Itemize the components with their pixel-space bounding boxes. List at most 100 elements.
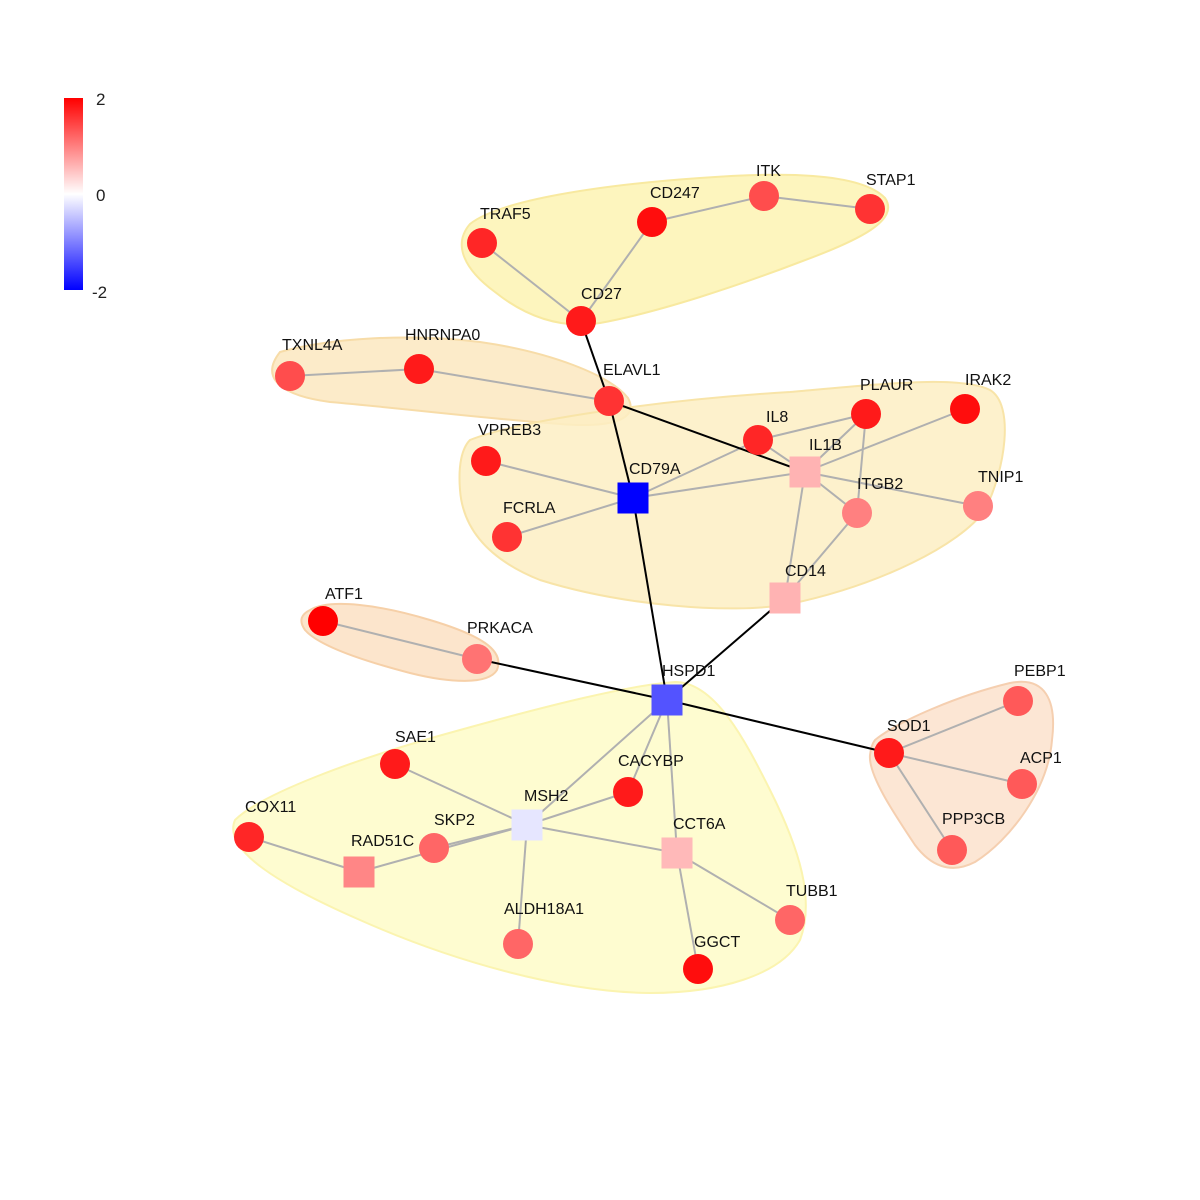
edge-il1b-cd14 (784, 471, 806, 599)
node-label: STAP1 (866, 172, 916, 189)
node-prkaca[interactable]: PRKACA (462, 620, 533, 674)
node-circle[interactable] (308, 606, 338, 636)
node-cd247[interactable]: CD247 (637, 185, 700, 237)
node-hspd1[interactable]: HSPD1 (651, 663, 716, 716)
node-cox11[interactable]: COX11 (234, 799, 296, 852)
node-circle[interactable] (855, 194, 885, 224)
node-cct6a[interactable]: CCT6A (661, 816, 726, 869)
node-circle[interactable] (683, 954, 713, 984)
node-square[interactable] (789, 456, 821, 488)
node-circle[interactable] (874, 738, 904, 768)
node-acp1[interactable]: ACP1 (1007, 750, 1062, 799)
node-atf1[interactable]: ATF1 (308, 586, 363, 636)
node-msh2[interactable]: MSH2 (511, 788, 569, 841)
edge-hspd1-msh2 (526, 699, 668, 826)
edge-hnrnpa0-elavl1 (418, 368, 610, 402)
node-square[interactable] (343, 856, 375, 888)
node-label: IRAK2 (965, 372, 1011, 389)
node-square[interactable] (511, 809, 543, 841)
node-square[interactable] (651, 684, 683, 716)
node-circle[interactable] (749, 181, 779, 211)
node-square[interactable] (769, 582, 801, 614)
node-tnip1[interactable]: TNIP1 (963, 469, 1023, 521)
node-circle[interactable] (1007, 769, 1037, 799)
node-square[interactable] (617, 482, 649, 514)
node-label: SAE1 (395, 729, 436, 746)
node-label: ITGB2 (857, 476, 903, 493)
node-label: ALDH18A1 (504, 901, 584, 918)
edge-itk-stap1 (763, 195, 871, 210)
node-label: TUBB1 (786, 883, 838, 900)
legend-mid-label: 0 (96, 186, 106, 205)
node-label: SOD1 (887, 718, 931, 735)
node-label: CD14 (785, 563, 826, 580)
node-circle[interactable] (613, 777, 643, 807)
node-label: HSPD1 (662, 663, 715, 680)
node-il1b[interactable]: IL1B (789, 437, 842, 488)
node-txnl4a[interactable]: TXNL4A (275, 337, 343, 391)
node-circle[interactable] (950, 394, 980, 424)
node-circle[interactable] (471, 446, 501, 476)
node-circle[interactable] (462, 644, 492, 674)
node-vpreb3[interactable]: VPREB3 (471, 422, 541, 476)
node-circle[interactable] (594, 386, 624, 416)
node-cd14[interactable]: CD14 (769, 563, 827, 614)
node-plaur[interactable]: PLAUR (851, 377, 913, 429)
node-label: ELAVL1 (603, 362, 661, 379)
node-sod1[interactable]: SOD1 (874, 718, 931, 768)
node-circle[interactable] (404, 354, 434, 384)
edge-plaur-itgb2 (856, 413, 867, 514)
node-label: VPREB3 (478, 422, 541, 439)
node-ppp3cb[interactable]: PPP3CB (937, 811, 1005, 865)
node-circle[interactable] (419, 833, 449, 863)
node-ggct[interactable]: GGCT (683, 934, 740, 984)
node-elavl1[interactable]: ELAVL1 (594, 362, 661, 416)
node-circle[interactable] (380, 749, 410, 779)
node-cd27[interactable]: CD27 (566, 286, 622, 336)
node-itgb2[interactable]: ITGB2 (842, 476, 903, 528)
node-circle[interactable] (842, 498, 872, 528)
node-label: PRKACA (467, 620, 533, 637)
node-label: MSH2 (524, 788, 569, 805)
node-sae1[interactable]: SAE1 (380, 729, 436, 779)
edge-atf1-prkaca (322, 620, 478, 660)
node-circle[interactable] (503, 929, 533, 959)
node-label: ATF1 (325, 586, 363, 603)
node-circle[interactable] (963, 491, 993, 521)
node-skp2[interactable]: SKP2 (419, 812, 475, 863)
node-traf5[interactable]: TRAF5 (467, 206, 531, 258)
node-circle[interactable] (851, 399, 881, 429)
node-il8[interactable]: IL8 (743, 409, 788, 455)
edge-cd27-cd247 (580, 221, 653, 322)
node-circle[interactable] (637, 207, 667, 237)
node-circle[interactable] (937, 835, 967, 865)
node-aldh18a1[interactable]: ALDH18A1 (503, 901, 584, 959)
node-tubb1[interactable]: TUBB1 (775, 883, 838, 935)
node-label: TXNL4A (282, 337, 343, 354)
node-circle[interactable] (234, 822, 264, 852)
node-circle[interactable] (775, 905, 805, 935)
edge-hspd1-cct6a (666, 699, 678, 854)
node-label: TRAF5 (480, 206, 531, 223)
node-pebp1[interactable]: PEBP1 (1003, 663, 1066, 716)
node-square[interactable] (661, 837, 693, 869)
node-cacybp[interactable]: CACYBP (613, 753, 684, 807)
node-circle[interactable] (566, 306, 596, 336)
node-circle[interactable] (275, 361, 305, 391)
node-cd79a[interactable]: CD79A (617, 461, 681, 514)
node-itk[interactable]: ITK (749, 163, 781, 211)
node-label: COX11 (245, 799, 296, 816)
node-circle[interactable] (467, 228, 497, 258)
node-circle[interactable] (1003, 686, 1033, 716)
module-hull (868, 680, 1055, 869)
edge-hspd1-sod1 (666, 699, 890, 754)
node-fcrla[interactable]: FCRLA (492, 500, 556, 552)
node-circle[interactable] (492, 522, 522, 552)
module-hull (458, 380, 1006, 610)
node-rad51c[interactable]: RAD51C (343, 833, 415, 888)
node-stap1[interactable]: STAP1 (855, 172, 916, 224)
node-circle[interactable] (743, 425, 773, 455)
node-hnrnpa0[interactable]: HNRNPA0 (404, 327, 480, 384)
node-irak2[interactable]: IRAK2 (950, 372, 1011, 424)
